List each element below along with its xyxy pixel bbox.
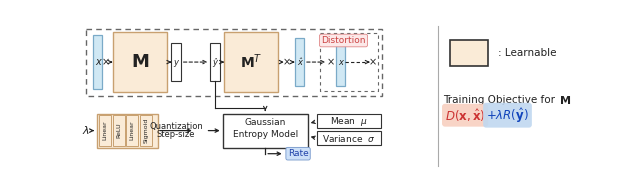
Text: Training Objective for: Training Objective for: [443, 95, 559, 105]
Text: Distortion: Distortion: [321, 36, 365, 45]
Text: Rate: Rate: [288, 149, 308, 158]
Bar: [451, 40, 488, 66]
Text: $\mathbf{M}^T$: $\mathbf{M}^T$: [240, 53, 262, 71]
Bar: [317, 114, 381, 128]
Text: Step-size: Step-size: [157, 130, 195, 139]
Text: ×: ×: [283, 57, 291, 67]
Text: ×: ×: [369, 57, 377, 67]
Text: Linear: Linear: [129, 121, 134, 140]
Text: x: x: [338, 58, 343, 66]
Bar: [125, 115, 138, 146]
Bar: [320, 33, 378, 91]
Text: $+ \lambda R(\hat{\mathbf{y}})$: $+ \lambda R(\hat{\mathbf{y}})$: [486, 106, 529, 125]
Bar: [172, 43, 180, 81]
Text: ×: ×: [102, 57, 109, 67]
Text: Mean  $\mu$: Mean $\mu$: [330, 115, 368, 128]
Bar: [97, 114, 157, 148]
Bar: [99, 115, 111, 146]
Text: $D(\mathbf{x}, \hat{\mathbf{x}})$: $D(\mathbf{x}, \hat{\mathbf{x}})$: [445, 107, 485, 124]
Text: $\mathbf{M}$: $\mathbf{M}$: [131, 53, 149, 71]
Bar: [294, 38, 304, 86]
Text: x̂: x̂: [297, 58, 302, 66]
Text: : Learnable: : Learnable: [499, 48, 557, 58]
Text: ×: ×: [327, 57, 335, 67]
Text: Linear: Linear: [102, 121, 108, 140]
Text: ŷ: ŷ: [212, 58, 218, 66]
Text: Quantization: Quantization: [149, 122, 203, 131]
Bar: [336, 38, 345, 86]
Bar: [86, 29, 382, 96]
Bar: [113, 115, 125, 146]
Bar: [223, 114, 308, 148]
Text: Sigmoid: Sigmoid: [143, 118, 148, 143]
Text: $\mathbf{M}$: $\mathbf{M}$: [559, 94, 571, 106]
Text: Gaussian
Entropy Model: Gaussian Entropy Model: [232, 118, 298, 139]
Text: λ: λ: [83, 126, 90, 136]
Bar: [224, 32, 278, 92]
Bar: [317, 131, 381, 145]
Text: Variance  $\sigma$: Variance $\sigma$: [323, 133, 376, 144]
Text: ReLU: ReLU: [116, 123, 121, 138]
Bar: [113, 32, 167, 92]
Text: x: x: [95, 57, 100, 67]
Bar: [210, 43, 220, 81]
Text: y: y: [173, 58, 179, 66]
Bar: [140, 115, 152, 146]
Bar: [93, 35, 102, 89]
